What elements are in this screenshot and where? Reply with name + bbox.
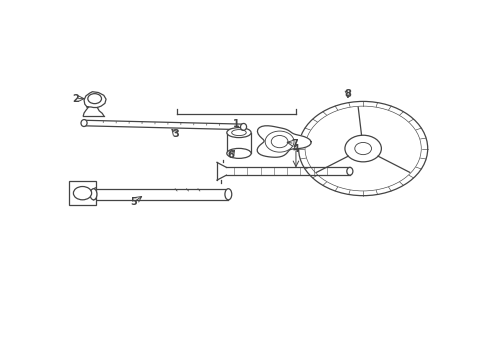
Ellipse shape [241,123,246,130]
Ellipse shape [347,167,353,175]
Text: 7: 7 [292,139,298,149]
Text: 4: 4 [293,144,299,153]
Text: 1: 1 [233,119,240,129]
Polygon shape [257,126,311,157]
Ellipse shape [227,148,251,158]
Text: 2: 2 [73,94,79,104]
FancyBboxPatch shape [69,181,96,205]
Text: 8: 8 [344,90,351,99]
Circle shape [345,135,381,162]
Text: 5: 5 [130,197,137,207]
Ellipse shape [81,120,87,126]
Circle shape [74,186,92,200]
Text: 3: 3 [172,129,179,139]
Text: 6: 6 [228,150,234,161]
Circle shape [88,94,101,104]
Ellipse shape [90,189,97,200]
Ellipse shape [227,127,251,138]
Ellipse shape [225,189,232,200]
Polygon shape [84,92,106,108]
